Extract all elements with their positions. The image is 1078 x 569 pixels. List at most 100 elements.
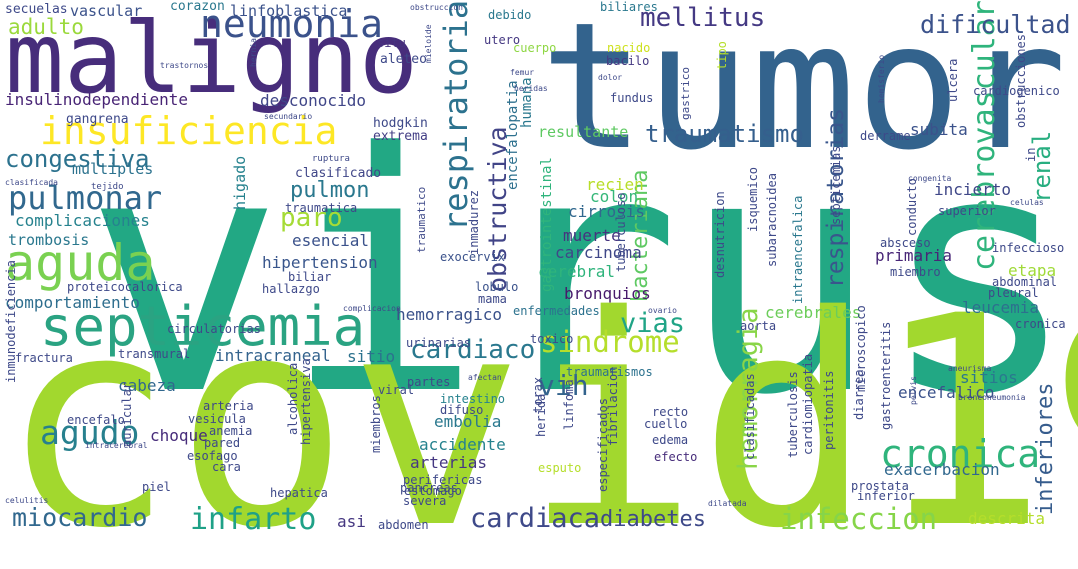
- cloud-word: diabetes: [600, 507, 706, 532]
- cloud-word: especificados: [596, 398, 610, 492]
- cloud-word: nacido: [607, 41, 651, 55]
- cloud-word: descrita: [968, 509, 1046, 528]
- cloud-word: cardiogenico: [973, 84, 1060, 98]
- cloud-word: intestino: [440, 392, 506, 406]
- cloud-word: trombosis: [8, 231, 90, 249]
- cloud-word: dificultad: [920, 10, 1071, 39]
- cloud-word: trastornos: [160, 61, 209, 70]
- cloud-word: piel: [142, 480, 171, 494]
- cloud-word: cabeza: [118, 376, 176, 395]
- cloud-word: miembro: [890, 265, 941, 279]
- cloud-word: desnutricion: [713, 191, 727, 278]
- cloud-word: comportamiento: [5, 293, 140, 312]
- cloud-word: asi: [337, 512, 366, 531]
- cloud-word: intraencefalica: [791, 195, 805, 304]
- cloud-word: sindrome: [540, 325, 680, 359]
- cloud-word: corazon: [170, 0, 225, 14]
- cloud-word: hemisferio: [877, 54, 886, 103]
- cloud-word: infeccion: [780, 502, 938, 536]
- cloud-word: pleural: [988, 286, 1039, 300]
- cloud-word: subaracnoidea: [765, 173, 779, 267]
- cloud-word: sitios: [960, 368, 1018, 387]
- cloud-word: heridas: [514, 84, 548, 93]
- cloud-word: cardiomiopatia: [801, 353, 815, 455]
- cloud-word: gastroenteritis: [879, 321, 893, 430]
- cloud-word: gastrico: [679, 67, 692, 120]
- cloud-word: situ: [377, 36, 406, 50]
- cloud-word: cardiaco: [410, 335, 536, 365]
- cloud-word: tuberculoso: [614, 192, 628, 272]
- cloud-word: prostata: [851, 479, 909, 493]
- cloud-word: cuerpo: [513, 41, 557, 55]
- cloud-word: cronica: [1015, 317, 1066, 331]
- cloud-word: tipo: [715, 41, 729, 70]
- cloud-word: biliar: [288, 270, 332, 284]
- cloud-word: cirrosis: [568, 202, 646, 221]
- cloud-word: secundario: [264, 112, 313, 121]
- cloud-word: estomago: [404, 484, 462, 498]
- cloud-word: bronconeumonia: [958, 393, 1026, 402]
- cloud-word: traumatica: [285, 201, 358, 215]
- cloud-word: paro: [280, 203, 343, 233]
- cloud-word: efecto: [654, 450, 698, 464]
- cloud-word: obstrucciones: [1014, 34, 1028, 128]
- cloud-word: extrema: [373, 129, 428, 144]
- cloud-word: derrame: [860, 129, 911, 143]
- cloud-word: traumatico: [415, 186, 428, 253]
- cloud-word: arterias: [410, 453, 488, 472]
- cloud-word: hipertension: [262, 253, 378, 272]
- cloud-word: tuberculosis: [786, 371, 800, 458]
- cloud-word: hipertensiva: [299, 358, 313, 445]
- cloud-word: absceso: [880, 236, 931, 250]
- cloud-word: accidente: [419, 435, 506, 454]
- cloud-word: vias: [620, 308, 686, 339]
- cloud-word: subita: [910, 120, 968, 139]
- cloud-word: exacerbacion: [884, 460, 1000, 479]
- cloud-word: traumatismos: [566, 365, 653, 379]
- cloud-word: debido: [488, 8, 532, 22]
- cloud-word: resultante: [538, 123, 629, 141]
- cloud-word: miocardio: [12, 503, 148, 532]
- cloud-word: sitio: [347, 347, 396, 366]
- cloud-word: alcoholica: [286, 362, 300, 435]
- cloud-word: carcinoma: [555, 243, 642, 262]
- cloud-word: intracraneal: [215, 346, 331, 365]
- cloud-word: anemia: [209, 424, 253, 438]
- cloud-word: fractura: [15, 351, 73, 365]
- cloud-word: partes: [407, 375, 451, 389]
- cloud-word: aleteo: [380, 52, 427, 67]
- cloud-word: embolia: [434, 412, 502, 431]
- cloud-word: septicemia: [40, 295, 366, 358]
- cloud-word: virus: [84, 83, 1078, 467]
- cloud-word: celulitis: [5, 496, 49, 505]
- cloud-word: perifericas: [403, 473, 483, 487]
- cloud-word: recien: [586, 175, 644, 194]
- cloud-word: inmadurez: [467, 189, 481, 255]
- cloud-word: vih: [538, 369, 589, 402]
- cloud-word: covid19: [0, 255, 1078, 569]
- cloud-word: bacilo: [606, 54, 650, 68]
- cloud-word: infarto: [190, 502, 317, 537]
- cloud-word: pared: [204, 436, 241, 450]
- cloud-word: congestiva: [5, 145, 150, 173]
- cloud-word: dolor: [598, 73, 623, 82]
- cloud-word: traumatismo: [645, 120, 804, 148]
- cloud-word: cerebrovascular: [967, 0, 1002, 271]
- cloud-word: encefalico: [898, 383, 995, 402]
- cloud-word: esencial: [292, 231, 370, 250]
- cloud-word: congenita: [908, 174, 952, 183]
- cloud-word: maligno: [5, 2, 419, 116]
- cloud-word: hepatica: [270, 486, 328, 500]
- cloud-word: lobulo: [475, 280, 519, 294]
- cloud-word: encefalo: [67, 413, 125, 427]
- cloud-word: cuello: [644, 417, 688, 431]
- cloud-word: cerebrales: [765, 303, 862, 322]
- cloud-word: incierto: [934, 180, 1012, 199]
- cloud-word: peritonitis: [822, 370, 836, 450]
- cloud-word: leucemia: [962, 298, 1040, 317]
- cloud-word: aneurisma: [948, 364, 992, 373]
- cloud-word: linfoblastica: [230, 2, 348, 20]
- cloud-word: abdominal: [992, 275, 1058, 289]
- cloud-word: hodgkin: [373, 116, 428, 131]
